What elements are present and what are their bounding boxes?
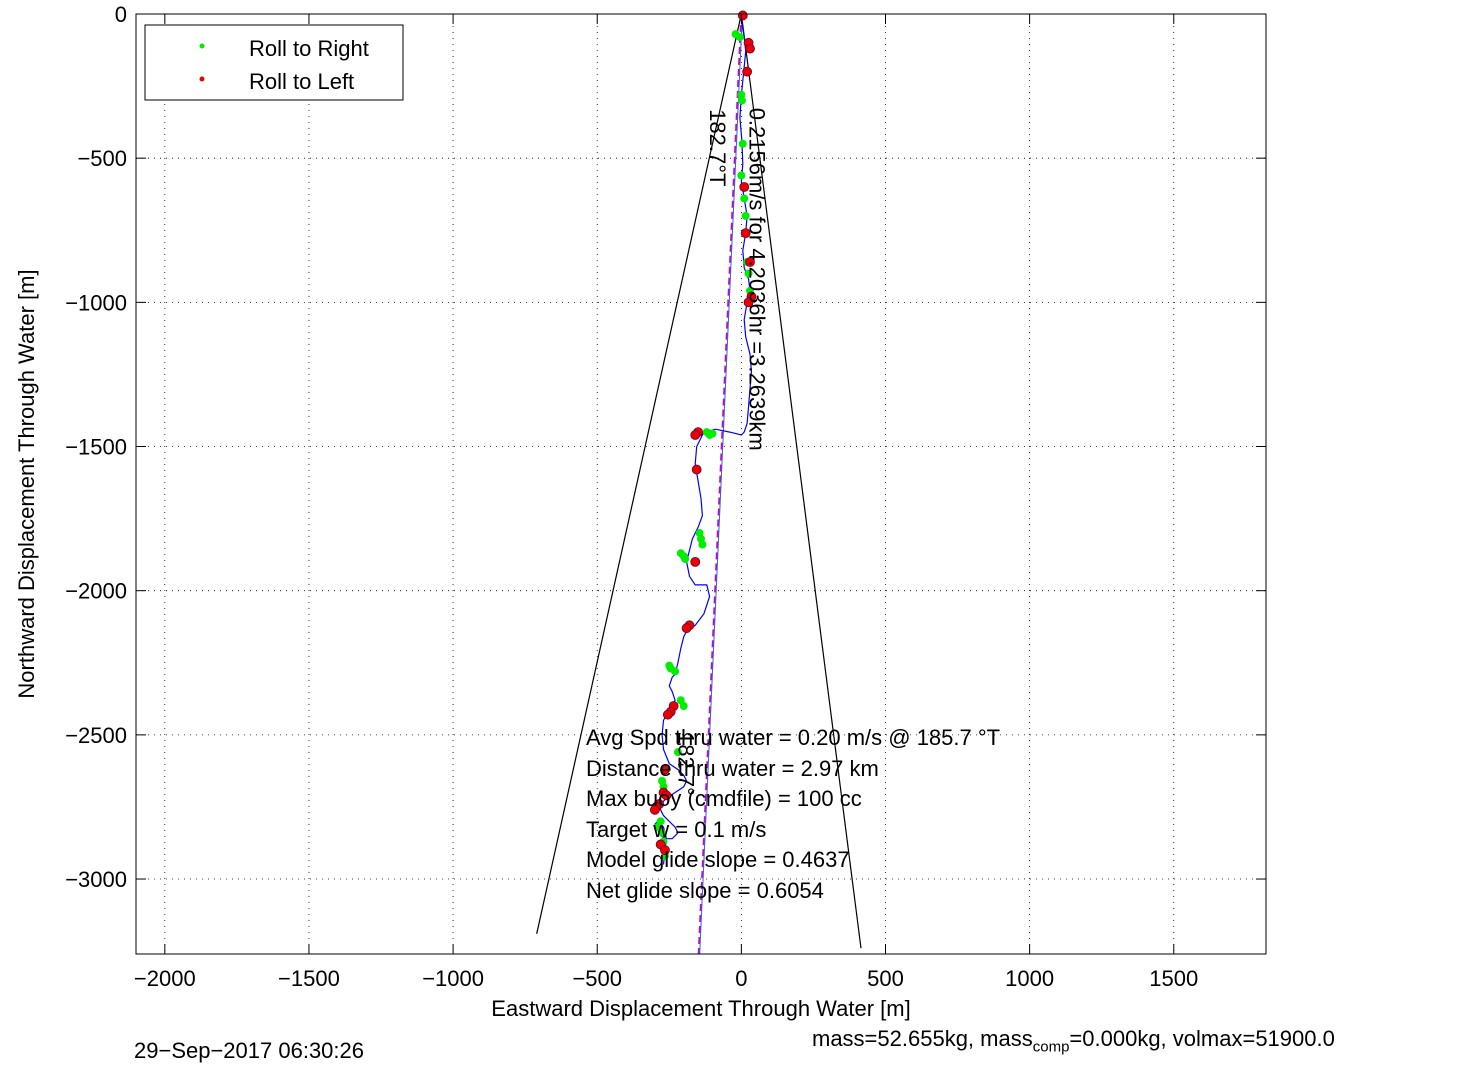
roll-left-point [661, 790, 672, 801]
legend-roll-right-label: Roll to Right [249, 36, 369, 61]
roll-right-point [738, 139, 747, 148]
plot-area [136, 14, 1266, 954]
roll-right-point [681, 554, 690, 563]
legend-roll-left-marker [199, 76, 205, 82]
roll-left-point [690, 556, 701, 567]
legend-roll-left-label: Roll to Left [249, 69, 354, 94]
y-tick-label: 0 [115, 2, 127, 27]
x-tick-label: 0 [735, 966, 747, 991]
roll-right-point [737, 171, 746, 180]
summary-line-max-buoy: Max buoy (cmdfile) = 100 cc [586, 786, 862, 811]
y-tick-label: −500 [77, 146, 127, 171]
y-tick-label: −2000 [65, 579, 127, 604]
summary-line-distance: Distance thru water = 2.97 km [586, 755, 879, 781]
y-tick-label: −2500 [65, 723, 127, 748]
roll-right-point [740, 194, 749, 203]
roll-left-point [737, 10, 748, 21]
roll-left-point [691, 464, 702, 475]
track-annotation: 182.7°T [705, 109, 730, 186]
roll-right-points [653, 30, 755, 860]
roll-left-points [649, 10, 757, 856]
x-tick-label: −500 [572, 966, 622, 991]
roll-left-point [743, 297, 754, 308]
y-axis-ticks: 0 −500 −1000 −1500 −2000 −2500 −3000 [65, 2, 1266, 892]
x-axis-ticks: −2000 −1500 −1000 −500 0 500 1000 1500 [134, 14, 1198, 991]
x-tick-label: −2000 [134, 966, 196, 991]
legend-box [144, 24, 404, 101]
roll-left-point [740, 228, 751, 239]
plot-frame [135, 13, 1267, 955]
summary-text-block: Avg Spd thru water = 0.20 m/s @ 185.7 °T… [586, 723, 1000, 906]
footer-timestamp: 29−Sep−2017 06:30:26 [134, 1038, 365, 1063]
y-tick-label: −1000 [65, 290, 127, 315]
footer-mass-prefix: mass=52.655kg, mass [812, 1026, 1033, 1051]
track-annotation: 0.2156m/s for 4.2036hr =3.2639km [744, 108, 769, 451]
legend-roll-right-marker [199, 43, 205, 49]
roll-left-point [690, 430, 701, 440]
x-tick-label: −1000 [422, 966, 484, 991]
cone-line [740, 13, 862, 949]
x-tick-label: 1500 [1149, 966, 1198, 991]
roll-left-point [660, 845, 670, 856]
summary-line-avg-speed: Avg Spd thru water = 0.20 m/s @ 185.7 °T [586, 725, 1001, 750]
mean-heading-line [697, 13, 743, 955]
y-axis-label: Northward Displacement Through Water [m] [14, 269, 39, 698]
roll-right-point [671, 667, 680, 676]
roll-left-point [660, 764, 670, 775]
roll-left-point [745, 43, 755, 54]
track-annotations: 0.2156m/s for 4.2036hr =3.2639km 182.7°T 1… [674, 108, 770, 796]
summary-line-net-glide: Net glide slope = 0.6054 [586, 877, 824, 903]
x-tick-label: 1000 [1005, 966, 1054, 991]
roll-right-point [737, 90, 746, 99]
heading-line [697, 13, 743, 955]
roll-left-point [649, 804, 660, 815]
roll-left-point [681, 623, 692, 634]
roll-right-point [737, 96, 746, 105]
roll-left-point [742, 66, 753, 77]
roll-left-point [745, 257, 755, 267]
legend: Roll to Right Roll to Left [144, 24, 404, 101]
roll-right-point [744, 269, 753, 278]
footer-mass-suffix: =0.000kg, volmax=51900.0 [1069, 1026, 1335, 1051]
heading-line-shadow [699, 13, 743, 955]
roll-left-point [662, 709, 673, 720]
roll-right-point [673, 748, 682, 757]
roll-right-point [735, 33, 744, 42]
roll-right-point [679, 702, 688, 711]
roll-right-point [708, 429, 717, 438]
x-tick-label: −1500 [278, 966, 340, 991]
footer-mass-info: mass=52.655kg, masscomp=0.000kg, volmax=… [812, 1026, 1335, 1055]
x-axis-label: Eastward Displacement Through Water [m] [491, 996, 910, 1021]
cone-line [536, 13, 742, 934]
footer-mass-subscript: comp [1032, 1038, 1070, 1056]
x-tick-label: 500 [867, 966, 904, 991]
roll-right-point [658, 828, 667, 837]
roll-right-point [741, 211, 750, 220]
heading-cone-lines [536, 13, 862, 949]
track-annotation: 182.7° [674, 732, 699, 796]
y-tick-label: −3000 [65, 867, 127, 892]
y-tick-label: −1500 [65, 435, 127, 460]
glider-track-line [654, 13, 753, 865]
roll-right-point [698, 540, 707, 549]
summary-line-model-glide: Model glide slope = 0.4637 [586, 847, 850, 872]
roll-left-point [739, 182, 750, 192]
summary-line-target-w: Target w = 0.1 m/s [586, 816, 767, 842]
track-polyline [654, 13, 753, 865]
roll-right-point [653, 823, 662, 832]
